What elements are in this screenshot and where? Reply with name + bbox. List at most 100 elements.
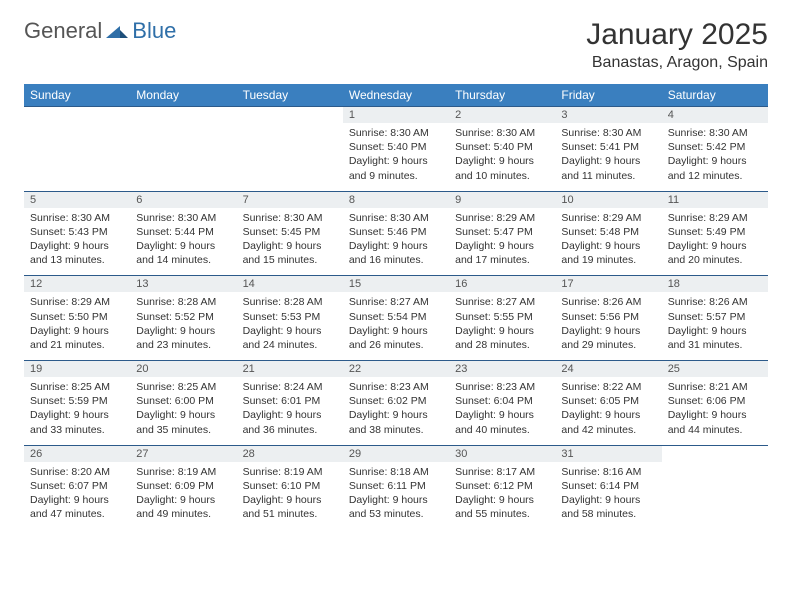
day-info-cell: Sunrise: 8:30 AMSunset: 5:42 PMDaylight:… bbox=[662, 123, 768, 191]
sunset-text: Sunset: 6:00 PM bbox=[136, 394, 230, 408]
day-info-cell: Sunrise: 8:25 AMSunset: 6:00 PMDaylight:… bbox=[130, 377, 236, 445]
sunrise-text: Sunrise: 8:19 AM bbox=[243, 465, 337, 479]
day-info-cell: Sunrise: 8:25 AMSunset: 5:59 PMDaylight:… bbox=[24, 377, 130, 445]
daylight-text: Daylight: 9 hours and 33 minutes. bbox=[30, 408, 124, 436]
sunrise-text: Sunrise: 8:30 AM bbox=[136, 211, 230, 225]
daylight-text: Daylight: 9 hours and 53 minutes. bbox=[349, 493, 443, 521]
day-number-cell: 8 bbox=[343, 191, 449, 208]
sunset-text: Sunset: 5:45 PM bbox=[243, 225, 337, 239]
sunrise-text: Sunrise: 8:20 AM bbox=[30, 465, 124, 479]
daylight-text: Daylight: 9 hours and 44 minutes. bbox=[668, 408, 762, 436]
daylight-text: Daylight: 9 hours and 42 minutes. bbox=[561, 408, 655, 436]
sunrise-text: Sunrise: 8:26 AM bbox=[668, 295, 762, 309]
sunset-text: Sunset: 5:53 PM bbox=[243, 310, 337, 324]
daylight-text: Daylight: 9 hours and 15 minutes. bbox=[243, 239, 337, 267]
day-number-cell: 11 bbox=[662, 191, 768, 208]
day-info-cell bbox=[662, 462, 768, 530]
sunrise-text: Sunrise: 8:17 AM bbox=[455, 465, 549, 479]
day-number-cell: 10 bbox=[555, 191, 661, 208]
sunset-text: Sunset: 5:44 PM bbox=[136, 225, 230, 239]
day-info-cell bbox=[237, 123, 343, 191]
sunrise-text: Sunrise: 8:29 AM bbox=[30, 295, 124, 309]
daylight-text: Daylight: 9 hours and 40 minutes. bbox=[455, 408, 549, 436]
sunset-text: Sunset: 5:47 PM bbox=[455, 225, 549, 239]
day-number-row: 1234 bbox=[24, 107, 768, 124]
day-number-cell: 25 bbox=[662, 361, 768, 378]
day-info-cell: Sunrise: 8:19 AMSunset: 6:10 PMDaylight:… bbox=[237, 462, 343, 530]
sunrise-text: Sunrise: 8:25 AM bbox=[136, 380, 230, 394]
daylight-text: Daylight: 9 hours and 38 minutes. bbox=[349, 408, 443, 436]
day-number-row: 12131415161718 bbox=[24, 276, 768, 293]
sunset-text: Sunset: 6:09 PM bbox=[136, 479, 230, 493]
day-info-cell: Sunrise: 8:30 AMSunset: 5:45 PMDaylight:… bbox=[237, 208, 343, 276]
sunset-text: Sunset: 6:10 PM bbox=[243, 479, 337, 493]
sunset-text: Sunset: 5:52 PM bbox=[136, 310, 230, 324]
sunset-text: Sunset: 5:41 PM bbox=[561, 140, 655, 154]
day-number-row: 262728293031 bbox=[24, 445, 768, 462]
sunrise-text: Sunrise: 8:30 AM bbox=[30, 211, 124, 225]
day-number-cell: 13 bbox=[130, 276, 236, 293]
day-info-row: Sunrise: 8:20 AMSunset: 6:07 PMDaylight:… bbox=[24, 462, 768, 530]
day-number-cell: 26 bbox=[24, 445, 130, 462]
daylight-text: Daylight: 9 hours and 47 minutes. bbox=[30, 493, 124, 521]
weekday-header: Friday bbox=[555, 84, 661, 107]
daylight-text: Daylight: 9 hours and 26 minutes. bbox=[349, 324, 443, 352]
daylight-text: Daylight: 9 hours and 19 minutes. bbox=[561, 239, 655, 267]
sunrise-text: Sunrise: 8:25 AM bbox=[30, 380, 124, 394]
day-number-cell: 19 bbox=[24, 361, 130, 378]
sunset-text: Sunset: 5:48 PM bbox=[561, 225, 655, 239]
day-number-cell: 7 bbox=[237, 191, 343, 208]
daylight-text: Daylight: 9 hours and 55 minutes. bbox=[455, 493, 549, 521]
day-number-cell: 1 bbox=[343, 107, 449, 124]
sunset-text: Sunset: 6:12 PM bbox=[455, 479, 549, 493]
logo-triangle-icon bbox=[106, 18, 128, 44]
day-info-cell: Sunrise: 8:16 AMSunset: 6:14 PMDaylight:… bbox=[555, 462, 661, 530]
daylight-text: Daylight: 9 hours and 12 minutes. bbox=[668, 154, 762, 182]
daylight-text: Daylight: 9 hours and 36 minutes. bbox=[243, 408, 337, 436]
day-number-cell: 31 bbox=[555, 445, 661, 462]
day-number-cell: 17 bbox=[555, 276, 661, 293]
day-number-cell: 6 bbox=[130, 191, 236, 208]
daylight-text: Daylight: 9 hours and 29 minutes. bbox=[561, 324, 655, 352]
day-info-cell: Sunrise: 8:27 AMSunset: 5:54 PMDaylight:… bbox=[343, 292, 449, 360]
daylight-text: Daylight: 9 hours and 13 minutes. bbox=[30, 239, 124, 267]
daylight-text: Daylight: 9 hours and 49 minutes. bbox=[136, 493, 230, 521]
sunset-text: Sunset: 5:40 PM bbox=[455, 140, 549, 154]
calendar-table: SundayMondayTuesdayWednesdayThursdayFrid… bbox=[24, 84, 768, 529]
sunset-text: Sunset: 5:56 PM bbox=[561, 310, 655, 324]
location-label: Banastas, Aragon, Spain bbox=[586, 54, 768, 72]
day-number-cell: 23 bbox=[449, 361, 555, 378]
day-number-cell: 22 bbox=[343, 361, 449, 378]
sunset-text: Sunset: 6:06 PM bbox=[668, 394, 762, 408]
day-number-cell: 28 bbox=[237, 445, 343, 462]
sunset-text: Sunset: 5:43 PM bbox=[30, 225, 124, 239]
day-info-cell: Sunrise: 8:30 AMSunset: 5:46 PMDaylight:… bbox=[343, 208, 449, 276]
daylight-text: Daylight: 9 hours and 17 minutes. bbox=[455, 239, 549, 267]
day-number-cell: 30 bbox=[449, 445, 555, 462]
brand-part1: General bbox=[24, 18, 102, 44]
day-info-cell: Sunrise: 8:29 AMSunset: 5:47 PMDaylight:… bbox=[449, 208, 555, 276]
weekday-header-row: SundayMondayTuesdayWednesdayThursdayFrid… bbox=[24, 84, 768, 107]
daylight-text: Daylight: 9 hours and 35 minutes. bbox=[136, 408, 230, 436]
sunrise-text: Sunrise: 8:23 AM bbox=[455, 380, 549, 394]
sunset-text: Sunset: 5:49 PM bbox=[668, 225, 762, 239]
daylight-text: Daylight: 9 hours and 51 minutes. bbox=[243, 493, 337, 521]
daylight-text: Daylight: 9 hours and 21 minutes. bbox=[30, 324, 124, 352]
sunset-text: Sunset: 5:54 PM bbox=[349, 310, 443, 324]
day-info-cell: Sunrise: 8:30 AMSunset: 5:40 PMDaylight:… bbox=[449, 123, 555, 191]
daylight-text: Daylight: 9 hours and 31 minutes. bbox=[668, 324, 762, 352]
day-info-cell: Sunrise: 8:29 AMSunset: 5:48 PMDaylight:… bbox=[555, 208, 661, 276]
sunrise-text: Sunrise: 8:19 AM bbox=[136, 465, 230, 479]
sunset-text: Sunset: 6:07 PM bbox=[30, 479, 124, 493]
brand-logo: General Blue bbox=[24, 18, 176, 44]
sunrise-text: Sunrise: 8:21 AM bbox=[668, 380, 762, 394]
day-info-cell: Sunrise: 8:26 AMSunset: 5:56 PMDaylight:… bbox=[555, 292, 661, 360]
day-info-cell: Sunrise: 8:17 AMSunset: 6:12 PMDaylight:… bbox=[449, 462, 555, 530]
day-number-cell: 29 bbox=[343, 445, 449, 462]
sunrise-text: Sunrise: 8:30 AM bbox=[561, 126, 655, 140]
sunset-text: Sunset: 5:57 PM bbox=[668, 310, 762, 324]
sunset-text: Sunset: 5:59 PM bbox=[30, 394, 124, 408]
sunrise-text: Sunrise: 8:26 AM bbox=[561, 295, 655, 309]
day-number-cell: 21 bbox=[237, 361, 343, 378]
day-number-cell: 5 bbox=[24, 191, 130, 208]
